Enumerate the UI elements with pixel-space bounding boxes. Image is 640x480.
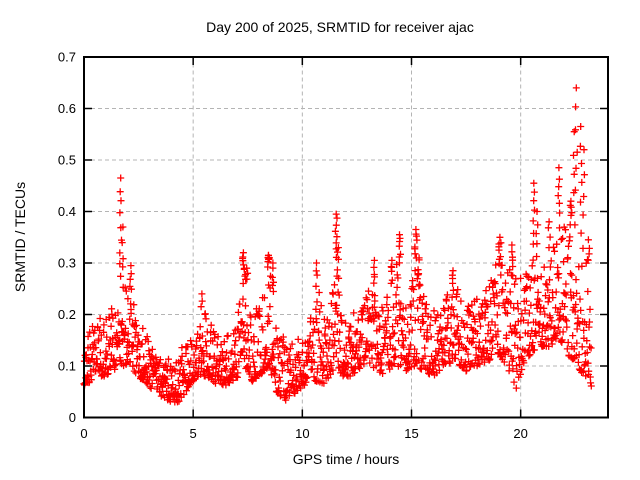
data-points bbox=[80, 84, 595, 406]
x-tick-label: 20 bbox=[513, 426, 527, 441]
y-tick-label: 0.4 bbox=[58, 204, 76, 219]
x-tick-label: 15 bbox=[404, 426, 418, 441]
y-tick-label: 0.5 bbox=[58, 153, 76, 168]
plot-border bbox=[83, 56, 609, 419]
x-tick-label: 0 bbox=[80, 426, 87, 441]
chart-title: Day 200 of 2025, SRMTID for receiver aja… bbox=[206, 19, 474, 35]
y-tick-label: 0.3 bbox=[58, 256, 76, 271]
scatter-series bbox=[80, 84, 595, 406]
y-axis-label: SRMTID / TECUs bbox=[12, 182, 28, 292]
x-tick-label: 5 bbox=[190, 426, 197, 441]
x-tick-label: 10 bbox=[295, 426, 309, 441]
axis-ticks bbox=[83, 56, 608, 419]
y-tick-label: 0.7 bbox=[58, 50, 76, 65]
y-tick-label: 0.6 bbox=[58, 101, 76, 116]
x-axis-label: GPS time / hours bbox=[293, 451, 400, 467]
y-tick-label: 0 bbox=[69, 410, 76, 425]
tick-labels: 0 5 10 15 20 0 0.1 0.2 0.3 0.4 0.5 0.6 0.7 bbox=[58, 50, 528, 442]
y-tick-label: 0.1 bbox=[58, 359, 76, 374]
y-tick-label: 0.2 bbox=[58, 307, 76, 322]
grid-lines bbox=[84, 57, 608, 418]
